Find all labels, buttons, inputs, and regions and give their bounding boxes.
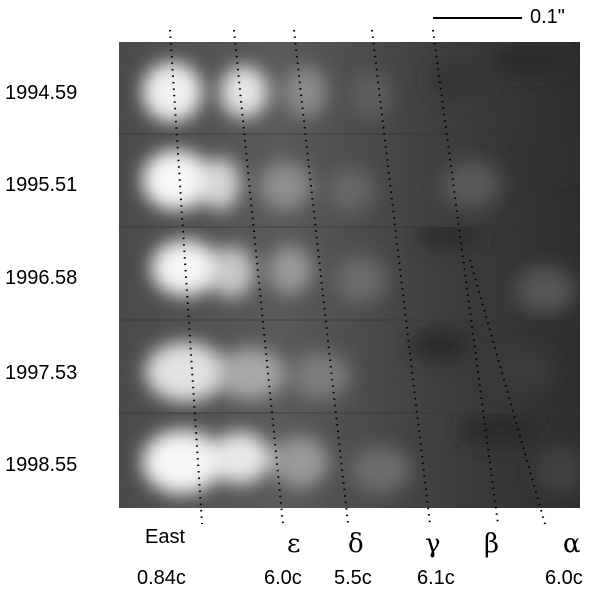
scale-bar-label: 0.1" [530,6,565,28]
component-label-epsilon: ε [287,529,301,559]
component-label-gamma: γ [425,529,441,559]
speed-label-epsilon: 6.0c [264,567,302,589]
speed-label-gamma: 6.1c [417,567,455,589]
track-epsilon [233,29,284,525]
panel-1994-59 [119,42,580,134]
component-label-delta: δ [348,529,364,559]
tracking-lines [169,29,546,525]
panel-1998-55 [119,413,580,508]
component-label-beta: β [484,529,500,559]
track-alpha [469,259,546,525]
epoch-label: 1994.59 [5,82,78,104]
speed-label-alpha: 6.0c [545,567,583,589]
track-east [169,29,203,525]
epoch-label: 1996.58 [5,267,78,289]
component-label-east: East [145,526,186,548]
epoch-label: 1995.51 [5,174,78,196]
epoch-label: 1998.55 [5,454,78,476]
panel-1995-51 [119,134,580,227]
scale-bar [433,17,522,19]
panel-1996-58 [119,227,580,320]
panel-1997-53 [119,320,580,413]
speed-label-delta: 5.5c [334,567,372,589]
epoch-label: 1997.53 [5,362,78,384]
component-label-alpha: α [563,529,581,559]
speed-label-east: 0.84c [137,567,186,589]
track-delta [293,29,349,525]
